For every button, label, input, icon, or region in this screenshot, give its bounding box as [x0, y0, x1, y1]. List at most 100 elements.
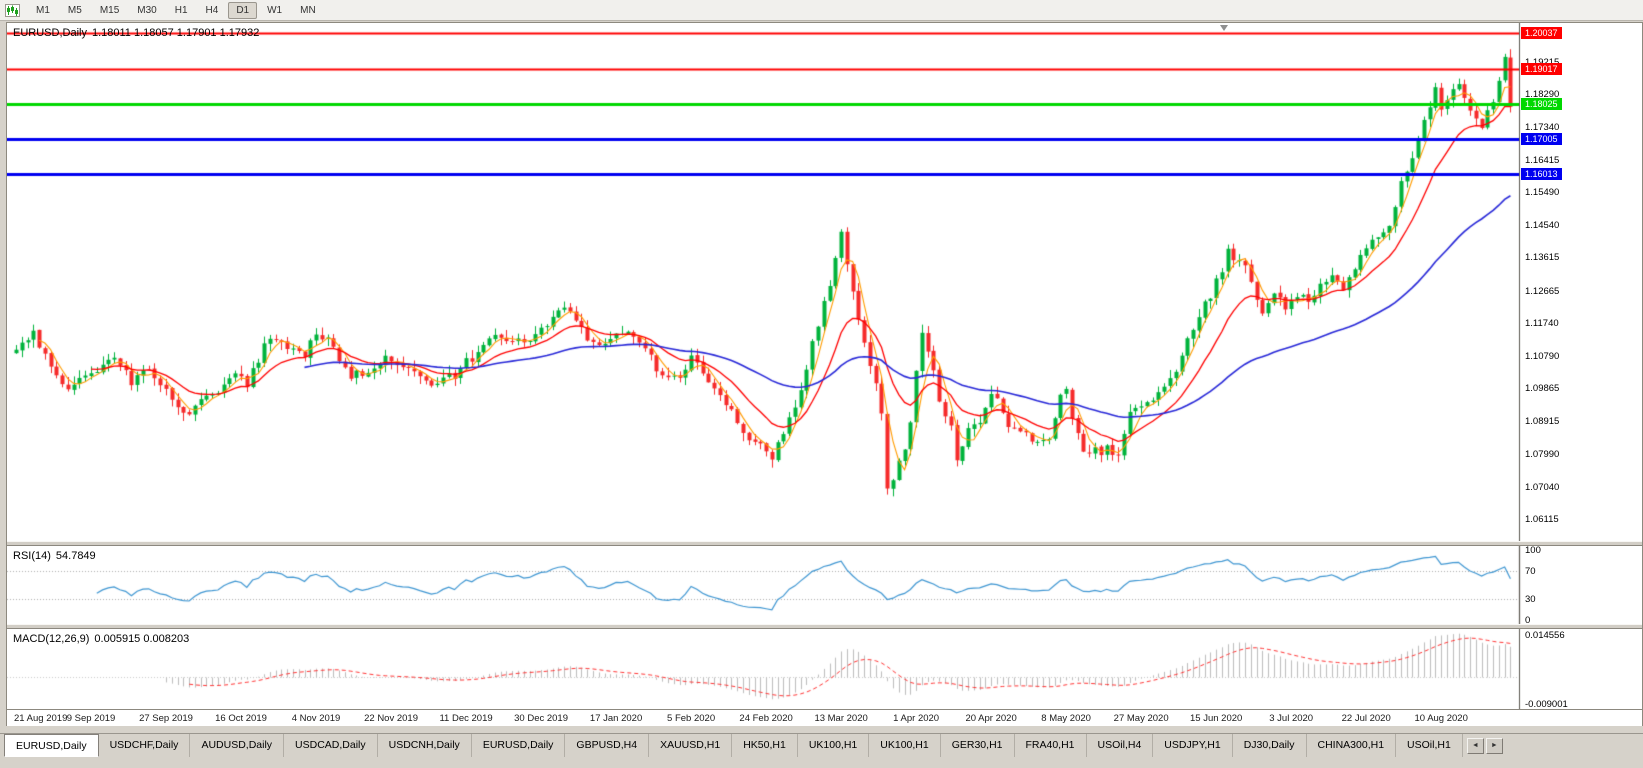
- chart-area: EURUSD,Daily 1.18011 1.18057 1.17901 1.17…: [6, 22, 1643, 726]
- chart-tab-UK100-H1[interactable]: UK100,H1: [798, 734, 870, 757]
- macd-canvas[interactable]: [7, 629, 1642, 709]
- rsi-axis-label: 100: [1525, 546, 1541, 556]
- chart-tab-HK50-H1[interactable]: HK50,H1: [732, 734, 798, 757]
- rsi-axis-label: 0: [1525, 615, 1531, 624]
- chart-tab-EURUSD-Daily[interactable]: EURUSD,Daily: [4, 734, 99, 757]
- tabs-scroll-left-button[interactable]: ◄: [1466, 737, 1484, 754]
- timeframe-button-M5[interactable]: M5: [67, 4, 82, 16]
- chart-tab-DJ30-Daily[interactable]: DJ30,Daily: [1233, 734, 1307, 757]
- chart-tab-GBPUSD-H4[interactable]: GBPUSD,H4: [565, 734, 650, 757]
- chart-tabs: EURUSD,Daily USDCHF,Daily AUDUSD,Daily USDC…: [4, 734, 1463, 757]
- date-axis-label: 10 Aug 2020: [1414, 713, 1468, 724]
- timeframe-buttons: M1 M5 M15 M30 H1 H4 D1 W1 MN: [28, 1, 324, 19]
- price-axis-tick: 1.12665: [1525, 285, 1560, 297]
- date-axis-label: 24 Feb 2020: [739, 713, 793, 724]
- tab-scroll-arrows: ◄ ►: [1466, 734, 1503, 757]
- chart-tab-USOil-H1[interactable]: USOil,H1: [1396, 734, 1463, 757]
- timeframe-button-MN[interactable]: MN: [300, 4, 316, 16]
- price-axis-tick: 1.08915: [1525, 416, 1560, 428]
- chart-tab-USOil-H4[interactable]: USOil,H4: [1087, 734, 1154, 757]
- chart-tab-UK100-H1[interactable]: UK100,H1: [869, 734, 941, 757]
- price-axis-tick: 1.07040: [1525, 481, 1560, 493]
- price-chart-canvas[interactable]: [7, 23, 1642, 541]
- chart-symbol-period: EURUSD,Daily: [13, 27, 87, 39]
- price-axis-tick: 1.09865: [1525, 383, 1560, 395]
- rsi-value: 54.7849: [55, 550, 96, 562]
- price-axis-tick: 1.10790: [1525, 350, 1560, 362]
- date-axis-label: 4 Nov 2019: [291, 713, 341, 724]
- timeframe-button-D1[interactable]: D1: [228, 1, 258, 19]
- date-axis-label: 1 Apr 2020: [893, 713, 940, 724]
- timeframe-button-W1[interactable]: W1: [267, 4, 283, 16]
- rsi-canvas[interactable]: [7, 546, 1642, 624]
- chart-tab-USDCAD-Daily[interactable]: USDCAD,Daily: [284, 734, 378, 757]
- timeframe-button-H1[interactable]: H1: [174, 4, 188, 16]
- candlestick-chart-icon[interactable]: [5, 3, 20, 17]
- price-axis-tick: 1.17340: [1525, 122, 1560, 134]
- date-axis-label: 22 Nov 2019: [364, 713, 418, 724]
- chart-tab-XAUUSD-H1[interactable]: XAUUSD,H1: [649, 734, 733, 757]
- panel-splitter[interactable]: [7, 624, 1642, 629]
- price-panel: EURUSD,Daily 1.18011 1.18057 1.17901 1.17…: [7, 23, 1642, 541]
- price-axis-tick: 1.18290: [1525, 89, 1560, 101]
- tabs-scroll-right-button[interactable]: ►: [1485, 737, 1503, 754]
- macd-panel: MACD(12,26,9) 0.005915 0.008203 0.014556 -…: [7, 629, 1642, 709]
- rsi-name: RSI(14): [13, 550, 51, 562]
- chart-tab-CHINA300-H1[interactable]: CHINA300,H1: [1307, 734, 1397, 757]
- timeframe-button-H4[interactable]: H4: [205, 4, 219, 16]
- timeframe-toolbar: M1 M5 M15 M30 H1 H4 D1 W1 MN: [0, 0, 1643, 21]
- rsi-axis-label: 70: [1525, 566, 1536, 577]
- rsi-panel: RSI(14) 54.7849 100 70 30 0: [7, 546, 1642, 624]
- macd-values: 0.005915 0.008203: [94, 633, 190, 645]
- price-axis-tick: 1.16415: [1525, 154, 1560, 166]
- price-line-tag: 1.17005: [1521, 133, 1562, 146]
- price-axis-tick: 1.13615: [1525, 252, 1560, 264]
- date-axis-label: 30 Dec 2019: [514, 713, 568, 724]
- price-axis-tick: 1.06115: [1525, 514, 1559, 526]
- time-axis[interactable]: 21 Aug 2019 9 Sep 2019 27 Sep 2019 16 Oct 2…: [7, 709, 1642, 726]
- chart-tab-EURUSD-Daily[interactable]: EURUSD,Daily: [472, 734, 566, 757]
- chart-ohlc-values: 1.18011 1.18057 1.17901 1.17932: [91, 27, 260, 39]
- date-axis-label: 22 Jul 2020: [1341, 713, 1391, 724]
- price-axis-tick: 1.11740: [1525, 317, 1559, 329]
- date-axis-label: 21 Aug 2019: [14, 713, 68, 724]
- price-axis-tick: 1.15490: [1525, 187, 1560, 198]
- macd-axis-label: 0.014556: [1525, 629, 1565, 641]
- date-axis-label: 17 Jan 2020: [589, 713, 643, 724]
- price-axis-tick: 1.07990: [1525, 448, 1560, 460]
- date-axis-label: 8 May 2020: [1041, 713, 1091, 724]
- chart-tabbar: EURUSD,Daily USDCHF,Daily AUDUSD,Daily USDC…: [0, 733, 1643, 757]
- date-axis-label: 15 Jun 2020: [1190, 713, 1243, 724]
- timeframe-button-M30[interactable]: M30: [137, 4, 157, 16]
- macd-axis-label: -0.009001: [1525, 698, 1568, 709]
- date-axis-label: 27 Sep 2019: [139, 713, 193, 724]
- price-axis-tick: 1.14540: [1525, 220, 1560, 232]
- date-axis-label: 11 Dec 2019: [439, 713, 493, 724]
- date-axis-label: 9 Sep 2019: [66, 713, 116, 724]
- chart-tab-USDCHF-Daily[interactable]: USDCHF,Daily: [99, 734, 191, 757]
- date-axis-label: 27 May 2020: [1113, 713, 1169, 724]
- date-axis-label: 20 Apr 2020: [965, 713, 1017, 724]
- price-line-tag: 1.20037: [1521, 27, 1562, 40]
- date-axis-label: 3 Jul 2020: [1269, 713, 1314, 724]
- price-axis-tick: 1.19215: [1525, 57, 1559, 68]
- macd-label: MACD(12,26,9) 0.005915 0.008203: [13, 633, 194, 645]
- date-axis-label: 5 Feb 2020: [667, 713, 716, 724]
- chart-tab-GER30-H1[interactable]: GER30,H1: [941, 734, 1015, 757]
- chart-title: EURUSD,Daily 1.18011 1.18057 1.17901 1.17…: [13, 27, 264, 39]
- date-axis-label: 13 Mar 2020: [814, 713, 868, 724]
- price-line-tag: 1.19017: [1521, 62, 1562, 75]
- chart-tab-USDCNH-Daily[interactable]: USDCNH,Daily: [378, 734, 472, 757]
- date-axis-label: 16 Oct 2019: [215, 713, 267, 724]
- panel-splitter[interactable]: [7, 541, 1642, 546]
- chart-tab-FRA40-H1[interactable]: FRA40,H1: [1015, 734, 1087, 757]
- timeframe-button-M15[interactable]: M15: [99, 4, 120, 16]
- rsi-label: RSI(14) 54.7849: [13, 550, 101, 562]
- macd-name: MACD(12,26,9): [13, 633, 90, 645]
- chart-tab-USDJPY-H1[interactable]: USDJPY,H1: [1153, 734, 1233, 757]
- timeframe-button-M1[interactable]: M1: [36, 4, 50, 16]
- chart-tab-AUDUSD-Daily[interactable]: AUDUSD,Daily: [190, 734, 285, 757]
- chart-shift-marker[interactable]: [1220, 25, 1228, 31]
- rsi-axis-label: 30: [1525, 594, 1536, 605]
